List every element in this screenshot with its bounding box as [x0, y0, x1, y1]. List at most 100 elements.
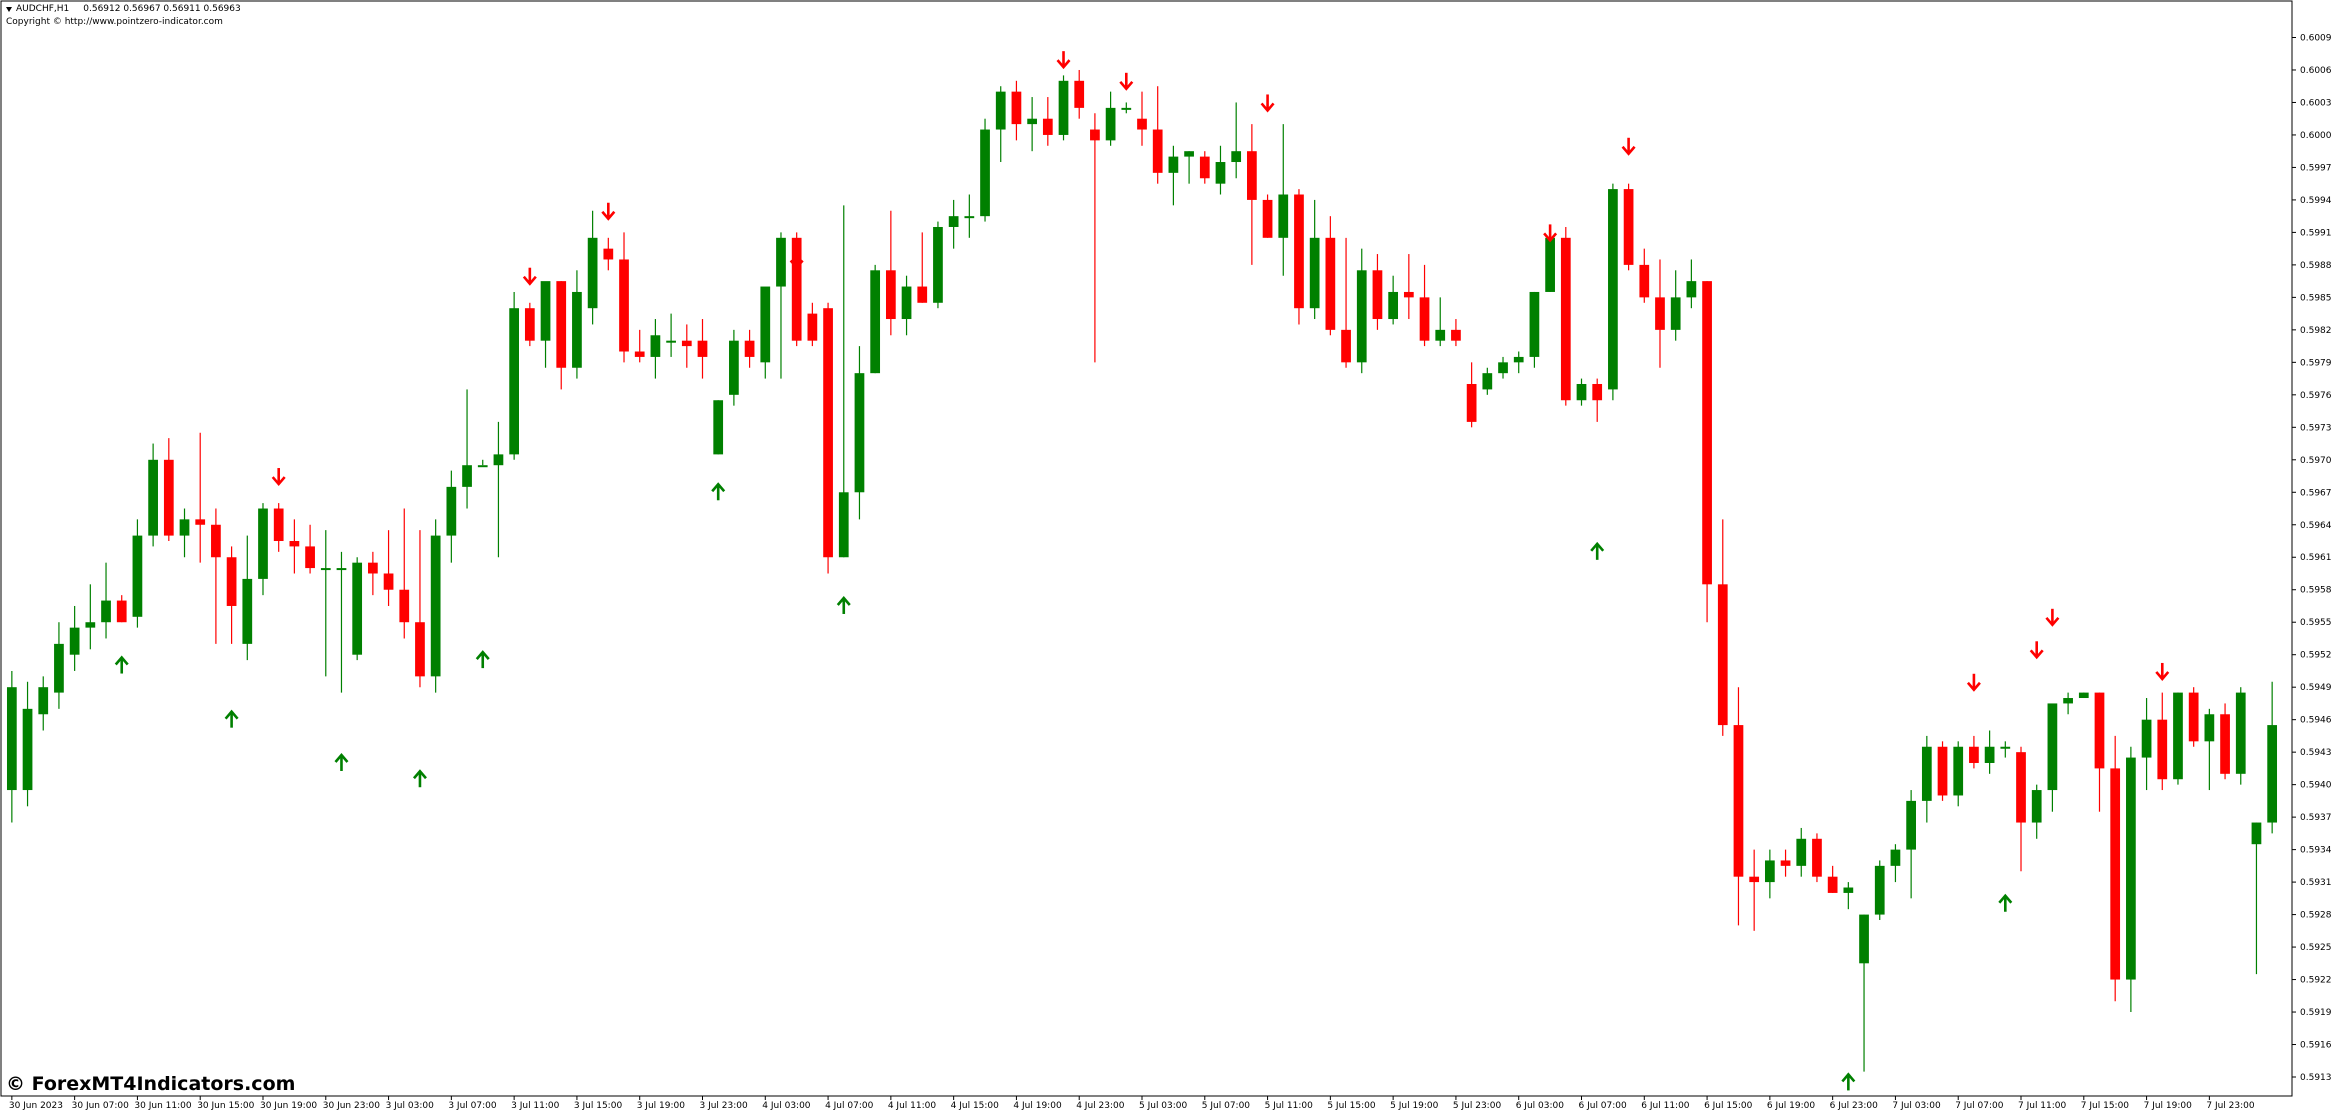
y-tick-label: 0.59615 [2300, 553, 2331, 563]
candle-body [493, 454, 504, 466]
buy-arrow-icon [412, 769, 427, 788]
candle [54, 622, 64, 709]
candle-body [1749, 876, 1760, 883]
candle [1576, 378, 1587, 406]
candle [226, 546, 237, 644]
candle-body [446, 486, 457, 536]
candle-body [807, 313, 818, 341]
sell-arrow-icon [1260, 94, 1275, 113]
x-tick-label: 4 Jul 11:00 [888, 1101, 937, 1111]
candle [744, 329, 755, 368]
candle-body [854, 373, 865, 493]
y-tick-label: 0.60095 [2300, 33, 2331, 43]
candle [1780, 849, 1791, 877]
candle-body [195, 519, 206, 525]
candle [22, 681, 33, 807]
candle-body [1890, 849, 1901, 866]
sell-arrow-icon [2045, 608, 2060, 627]
candle [1859, 914, 1869, 1072]
candle-body [634, 351, 645, 357]
candle-body [729, 340, 739, 395]
x-tick-label: 6 Jul 19:00 [1767, 1101, 1816, 1111]
sell-arrow-icon [2155, 662, 2170, 681]
candle-body [54, 643, 64, 693]
candle-body [1403, 291, 1414, 298]
y-tick-label: 0.59195 [2300, 1008, 2331, 1018]
candle [587, 210, 598, 325]
candle [69, 605, 80, 671]
candle-body [1576, 383, 1587, 401]
candle [2267, 681, 2278, 834]
buy-arrow-icon [1590, 541, 1605, 560]
candle [1231, 102, 1242, 179]
candle [101, 562, 111, 639]
x-tick-label: 5 Jul 19:00 [1390, 1101, 1439, 1111]
candle-body [917, 286, 928, 303]
candle [838, 205, 849, 558]
candle-body [2204, 714, 2215, 742]
candle [1702, 281, 1712, 623]
y-tick-label: 0.59345 [2300, 846, 2331, 856]
y-tick-label: 0.59915 [2300, 228, 2331, 238]
candle-body [116, 600, 127, 623]
candle [477, 459, 488, 468]
watermark: © ForexMT4Indicators.com [6, 1073, 296, 1095]
x-tick-label: 3 Jul 07:00 [448, 1101, 497, 1111]
x-tick-label: 4 Jul 19:00 [1013, 1101, 1062, 1111]
candle-body [1168, 156, 1179, 173]
candle-body [1969, 746, 1979, 763]
candle-body [1937, 746, 1948, 796]
candle [85, 584, 96, 650]
x-tick-label: 4 Jul 07:00 [825, 1101, 874, 1111]
candle-body [85, 622, 96, 628]
candle [2094, 692, 2105, 812]
candle [1560, 226, 1571, 406]
candle [2141, 698, 2152, 791]
x-tick-label: 6 Jul 23:00 [1830, 1101, 1879, 1111]
candle-body [540, 281, 551, 341]
candle [258, 503, 268, 596]
candle [116, 595, 127, 623]
candle-body [776, 237, 786, 287]
candle [1294, 189, 1304, 325]
y-tick-label: 0.59375 [2300, 813, 2331, 823]
candle-body [1702, 281, 1712, 585]
candle-body [1372, 270, 1383, 320]
y-tick-label: 0.60035 [2300, 98, 2331, 108]
copyright-text: Copyright © http://www.pointzero-indicat… [6, 17, 223, 27]
dropdown-triangle-icon[interactable] [6, 7, 12, 12]
candle [2188, 687, 2199, 747]
candle-body [1027, 118, 1037, 125]
candle-body [242, 578, 253, 644]
candle-body [791, 237, 802, 341]
candle [1670, 270, 1681, 341]
y-tick-label: 0.59645 [2300, 521, 2331, 531]
candle-body [1984, 746, 1995, 763]
y-tick-label: 0.59855 [2300, 293, 2331, 303]
candle [1827, 865, 1838, 893]
candle [1843, 882, 1854, 910]
candle [493, 421, 504, 558]
candle-body [650, 335, 661, 357]
candle-body [619, 259, 629, 352]
candle [1027, 97, 1037, 152]
x-tick-label: 4 Jul 15:00 [951, 1101, 1000, 1111]
candle [1435, 297, 1446, 347]
candle-body [226, 557, 237, 606]
candle [2235, 687, 2246, 785]
candle-body [1074, 80, 1085, 108]
y-tick-label: 0.59795 [2300, 358, 2331, 368]
candle-body [1764, 860, 1775, 883]
candle-body [1435, 329, 1446, 341]
candle-body [2251, 822, 2262, 845]
y-tick-label: 0.60005 [2300, 131, 2331, 141]
candle [572, 270, 582, 379]
candle [540, 281, 551, 368]
candle [273, 503, 284, 552]
candle [901, 275, 912, 336]
candle [148, 443, 158, 547]
candle [430, 519, 441, 693]
candle-body [1953, 746, 1964, 796]
